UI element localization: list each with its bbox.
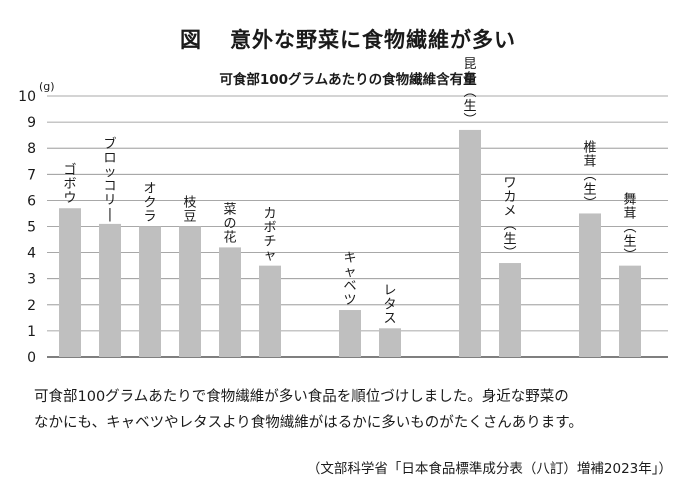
category-label: ブロッコリ| [103,136,116,222]
bar [219,247,241,357]
category-label: カボチャ [263,207,276,264]
figure-label: 図 [180,28,202,52]
bar [59,208,81,357]
chart-description: 可食部100グラムあたりで食物繊維が多い食品を順位づけしました。身近な野菜の な… [34,384,674,436]
y-tick-label: 6 [27,193,36,209]
chart-subtitle: 可食部100グラムあたりの食物繊維含有量 [219,72,477,88]
y-tick-label: 1 [27,324,36,340]
category-label: 枝豆 [183,196,196,225]
category-label: 椎茸︵生︶ [583,140,596,211]
y-tick-label: 2 [27,298,36,314]
description-line-2: なかにも、キャベツやレタスより食物繊維がはるかに多いものがたくさんあります。 [34,415,583,431]
description-line-1: 可食部100グラムあたりで食物繊維が多い食品を順位づけしました。身近な野菜の [34,389,569,405]
y-tick-label: 7 [27,167,36,183]
bar [459,129,481,357]
figure-title: 図 意外な野菜に食物繊維が多い [0,24,696,54]
y-tick-label: 10 [18,89,36,105]
category-label: 菜の花 [223,202,236,245]
bar [99,223,121,357]
y-tick-label: 9 [27,115,36,131]
bar [499,263,521,357]
y-tick-label: 4 [27,246,36,262]
y-tick-label: 3 [27,272,36,288]
category-label: 舞茸︵生︶ [623,193,636,264]
category-label: 昆布︵生︶ [463,57,476,128]
bar [339,310,361,357]
y-unit-label: (g) [39,80,55,93]
y-tick-label: 5 [27,220,36,236]
bar [579,213,601,357]
category-label: ワカメ︵生︶ [503,176,516,261]
bar [139,226,161,357]
bar [259,265,281,357]
bar [619,265,641,357]
category-label: レタス [383,283,396,326]
category-label: ゴボウ [63,162,76,206]
bar [179,226,201,357]
source-citation: （文部科学省「日本食品標準成分表（八訂）増補2023年」） [306,461,672,477]
category-label: オクラ [143,182,156,225]
figure-title-text: 意外な野菜に食物繊維が多い [230,28,516,52]
y-tick-label: 0 [27,350,36,366]
y-tick-label: 8 [27,141,36,157]
bar [379,328,401,357]
category-label: キャベツ [343,251,356,308]
